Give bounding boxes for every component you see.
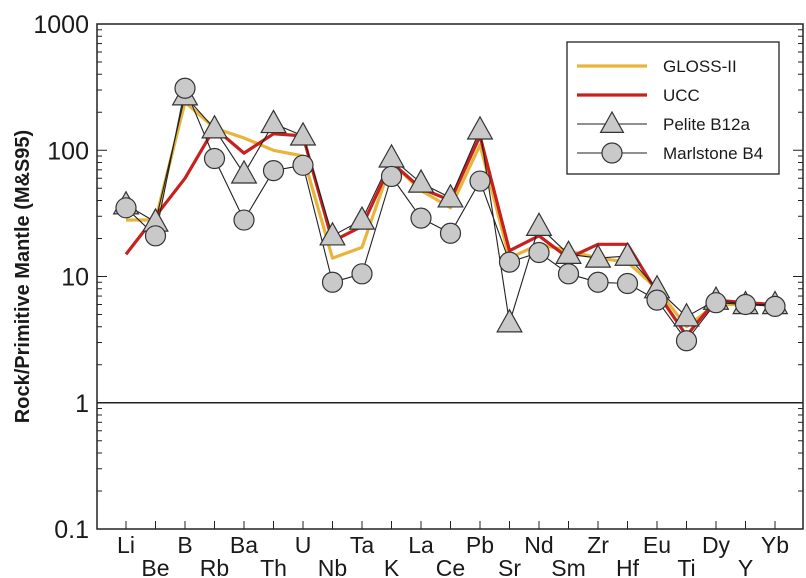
triangle-marker — [466, 115, 494, 140]
x-tick-label: Th — [260, 555, 287, 578]
x-tick-label: K — [384, 555, 400, 578]
circle-marker — [675, 330, 698, 352]
circle-marker — [616, 272, 639, 295]
circle-marker — [292, 154, 314, 176]
triangle-marker — [496, 308, 523, 333]
circle-marker — [557, 263, 580, 285]
legend-label: Marlstone B4 — [663, 144, 763, 163]
circle-marker — [498, 251, 521, 273]
x-tick-label: B — [177, 532, 192, 558]
circle-marker — [262, 159, 285, 182]
x-tick-label: Rb — [200, 555, 229, 578]
x-tick-label: Ce — [436, 555, 465, 578]
x-tick-label: U — [295, 532, 312, 558]
x-tick-label: La — [408, 532, 434, 558]
circle-marker — [203, 147, 226, 170]
triangle-marker — [614, 241, 641, 266]
circle-marker — [764, 295, 786, 317]
x-tick-label: Ta — [350, 532, 375, 558]
triangle-marker — [378, 143, 405, 168]
triangle-marker — [437, 183, 464, 208]
triangle-marker — [599, 110, 625, 133]
triangle-marker — [319, 221, 346, 246]
triangle-marker — [260, 109, 287, 134]
x-tick-label: Yb — [761, 532, 789, 558]
y-tick-label: 0.1 — [54, 516, 89, 544]
circle-marker — [469, 170, 491, 192]
x-tick-label: Zr — [587, 532, 609, 558]
circle-marker — [646, 289, 668, 311]
x-tick-label: Be — [141, 555, 169, 578]
x-tick-label: Sm — [551, 555, 586, 578]
circle-marker — [601, 142, 623, 164]
y-tick-label: 100 — [47, 137, 89, 165]
x-tick-label: Eu — [643, 532, 671, 558]
circle-marker — [351, 263, 373, 285]
circle-marker — [528, 241, 550, 264]
legend-label: Pelite B12a — [663, 115, 750, 134]
x-tick-label: Ba — [230, 532, 258, 558]
x-tick-label: Sr — [498, 555, 521, 578]
y-tick-label: 10 — [61, 264, 89, 292]
circle-marker — [321, 271, 344, 293]
triangle-marker — [348, 205, 376, 230]
circle-marker — [705, 292, 727, 314]
y-tick-label: 1000 — [33, 11, 89, 39]
triangle-marker — [407, 168, 435, 193]
triangle-marker — [525, 212, 553, 236]
circle-marker — [174, 77, 196, 99]
triangle-marker — [673, 302, 700, 327]
triangle-marker — [584, 243, 612, 268]
legend-label: GLOSS-II — [663, 57, 737, 76]
x-tick-label: Nb — [318, 555, 347, 578]
circle-marker — [587, 271, 609, 293]
series-markers — [112, 77, 789, 352]
x-tick-label: Y — [738, 555, 753, 578]
circle-marker — [380, 165, 403, 188]
y-tick-label: 1 — [75, 390, 89, 418]
triangle-marker — [289, 121, 317, 146]
triangle-marker — [230, 159, 258, 184]
triangle-marker — [201, 114, 228, 139]
circle-marker — [144, 225, 167, 247]
x-tick-label: Dy — [702, 532, 731, 558]
circle-marker — [233, 209, 255, 231]
circle-marker — [439, 222, 462, 244]
x-tick-label: Li — [117, 532, 135, 558]
x-tick-label: Ti — [677, 555, 695, 578]
y-axis-label: Rock/Primitive Mantle (M&S95) — [12, 130, 34, 423]
circle-marker — [115, 197, 137, 219]
x-tick-label: Pb — [466, 532, 494, 558]
legend: GLOSS-II UCC Pelite B12a Marlstone B4 — [566, 41, 780, 175]
legend-label: UCC — [663, 86, 700, 105]
x-tick-label: Nd — [524, 532, 553, 558]
x-tick-label: Hf — [616, 555, 640, 578]
circle-marker — [410, 207, 432, 229]
circle-marker — [734, 293, 757, 316]
